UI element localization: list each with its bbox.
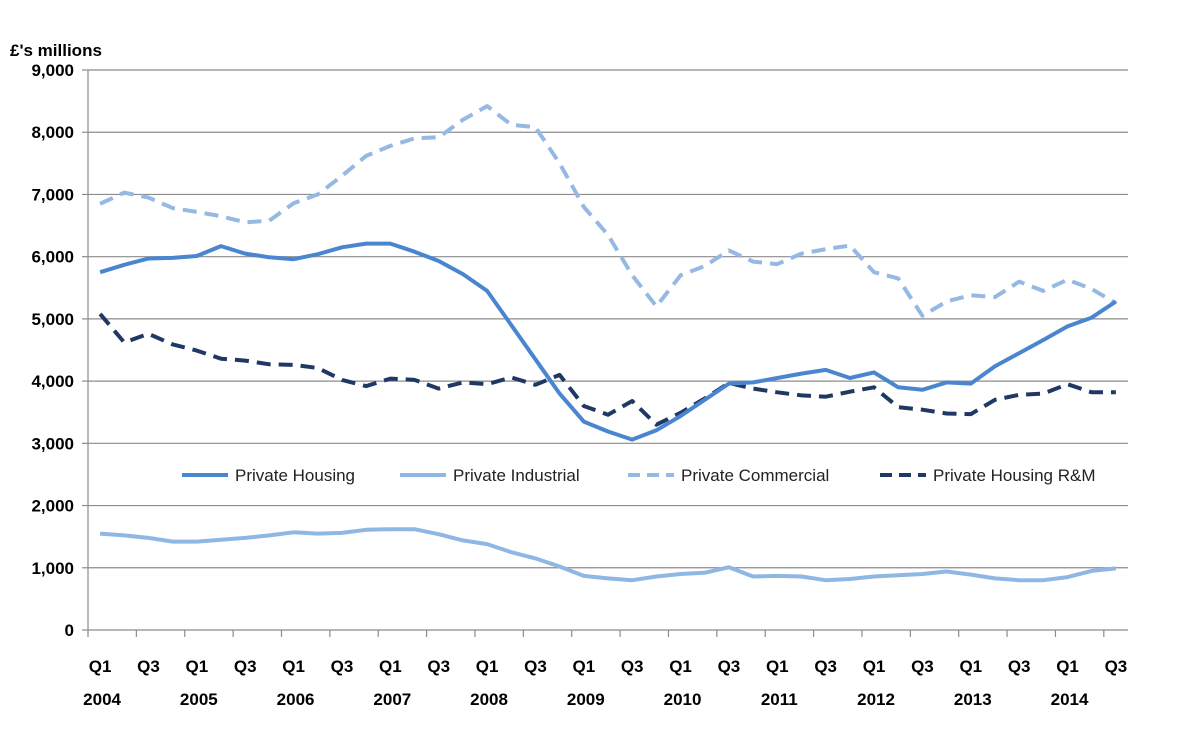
x-tick-quarter-label: Q3 xyxy=(621,657,644,676)
x-tick-quarter-label: Q3 xyxy=(137,657,160,676)
series-line-private-commercial xyxy=(99,104,1117,318)
x-tick-quarter-label: Q1 xyxy=(185,657,208,676)
x-tick-quarter-label: Q3 xyxy=(911,657,934,676)
x-tick-year-label: 2004 xyxy=(83,690,121,709)
x-tick-year-label: 2006 xyxy=(277,690,315,709)
series-lines xyxy=(98,104,1118,583)
x-tick-year-label: 2005 xyxy=(180,690,218,709)
series-line-private-housing xyxy=(99,241,1118,442)
series-line-private-industrial xyxy=(99,527,1117,583)
y-axis-label: £'s millions xyxy=(10,41,102,60)
y-tick-label: 6,000 xyxy=(31,248,74,267)
series-line-private-housing-r-m xyxy=(98,312,1116,427)
y-axis-ticks: 0 1,000 2,000 3,000 4,000 5,000 6,000 7,000 8,00… xyxy=(31,61,88,640)
x-tick-quarter-label: Q1 xyxy=(669,657,692,676)
y-tick-label: 7,000 xyxy=(31,185,74,204)
y-tick-label: 8,000 xyxy=(31,123,74,142)
x-tick-quarter-label: Q3 xyxy=(234,657,257,676)
y-tick-label: 0 xyxy=(65,621,74,640)
x-tick-quarter-label: Q3 xyxy=(1105,657,1128,676)
x-tick-quarter-label: Q3 xyxy=(524,657,547,676)
x-tick-year-label: 2013 xyxy=(954,690,992,709)
x-tick-year-label: 2011 xyxy=(761,690,798,709)
legend-label: Private Housing xyxy=(235,466,355,485)
x-tick-quarter-label: Q1 xyxy=(572,657,595,676)
x-tick-quarter-label: Q1 xyxy=(379,657,402,676)
y-tick-label: 1,000 xyxy=(31,559,74,578)
y-tick-label: 5,000 xyxy=(31,310,74,329)
x-tick-quarter-label: Q1 xyxy=(1056,657,1079,676)
x-tick-quarter-label: Q3 xyxy=(1008,657,1031,676)
y-tick-label: 2,000 xyxy=(31,497,74,516)
legend-label: Private Industrial xyxy=(453,466,580,485)
x-tick-year-label: 2009 xyxy=(567,690,605,709)
x-tick-year-label: 2008 xyxy=(470,690,508,709)
x-tick-year-label: 2010 xyxy=(664,690,702,709)
x-tick-quarter-label: Q1 xyxy=(766,657,789,676)
legend-label: Private Housing R&M xyxy=(933,466,1096,485)
y-tick-label: 9,000 xyxy=(31,61,74,80)
legend: Private Housing Private Industrial Private… xyxy=(182,466,1096,485)
x-tick-quarter-label: Q1 xyxy=(282,657,305,676)
x-tick-quarter-label: Q3 xyxy=(814,657,837,676)
x-tick-year-label: 2012 xyxy=(857,690,895,709)
x-tick-quarter-label: Q1 xyxy=(959,657,982,676)
x-tick-quarter-label: Q1 xyxy=(89,657,112,676)
x-tick-quarter-label: Q3 xyxy=(427,657,450,676)
legend-label: Private Commercial xyxy=(681,466,829,485)
y-tick-label: 3,000 xyxy=(31,434,74,453)
x-tick-year-label: 2014 xyxy=(1051,690,1089,709)
x-tick-quarter-label: Q3 xyxy=(331,657,354,676)
x-axis-ticks: Q1 2004 Q3 Q1 2005 Q3 Q1 2006 Q3 Q1 2007 Q3 Q1 2008 Q3… xyxy=(83,630,1127,709)
y-tick-label: 4,000 xyxy=(31,372,74,391)
gridlines xyxy=(87,69,1128,631)
x-tick-year-label: 2007 xyxy=(373,690,411,709)
x-tick-quarter-label: Q1 xyxy=(476,657,499,676)
x-tick-quarter-label: Q1 xyxy=(863,657,886,676)
x-tick-quarter-label: Q3 xyxy=(718,657,741,676)
